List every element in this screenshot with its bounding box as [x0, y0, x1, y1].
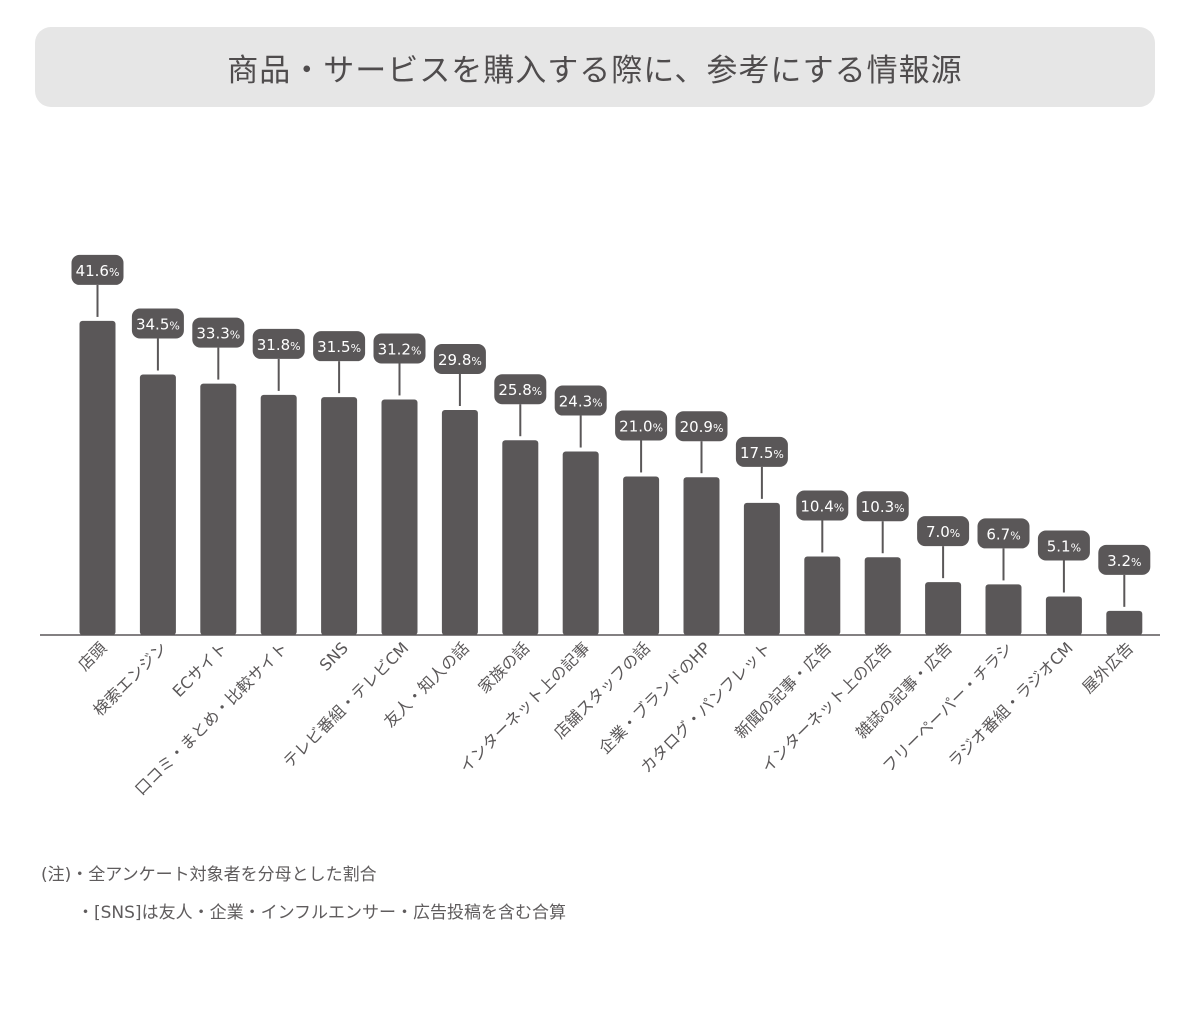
value-label: 7.0%: [926, 523, 960, 541]
category-label: ラジオ番組・ラジオCM: [944, 638, 1076, 770]
value-label: 41.6%: [76, 262, 120, 280]
category-label: SNS: [316, 638, 352, 674]
value-label-box: [615, 410, 668, 441]
value-label-box: [796, 490, 849, 521]
bar: [683, 477, 720, 635]
value-label-box: [192, 317, 245, 348]
value-label: 31.2%: [378, 340, 422, 358]
value-label-box: [373, 333, 426, 364]
category-label: 屋外広告: [1078, 638, 1137, 697]
bar: [139, 374, 176, 635]
footnote-1: (注)・全アンケート対象者を分母とした割合: [41, 865, 377, 885]
chart-title: 商品・サービスを購入する際に、参考にする情報源: [227, 52, 963, 89]
value-label-box: [131, 308, 184, 339]
bar: [321, 397, 358, 635]
bar: [623, 476, 660, 635]
bar: [79, 320, 116, 635]
value-label: 34.5%: [136, 316, 180, 334]
bar: [200, 383, 237, 635]
value-label: 6.7%: [986, 525, 1020, 543]
value-label: 31.8%: [257, 336, 301, 354]
bar: [1106, 610, 1143, 635]
value-label-box: [1037, 530, 1090, 561]
bar: [502, 440, 539, 635]
bar: [864, 557, 901, 635]
bar: [381, 399, 418, 635]
value-label: 24.3%: [559, 393, 603, 411]
value-label-box: [675, 411, 728, 442]
value-label-box: [1098, 544, 1151, 575]
footnote-2: ・[SNS]は友人・企業・インフルエンサー・広告投稿を含む合算: [77, 903, 567, 923]
value-label: 10.3%: [861, 498, 905, 516]
value-label-box: [71, 254, 124, 285]
bar: [804, 556, 841, 635]
bar: [925, 582, 962, 635]
chart-title-box: 商品・サービスを購入する際に、参考にする情報源: [35, 27, 1155, 107]
bar-chart: 41.6%店頭34.5%検索エンジン33.3%ECサイト31.8%口コミ・まとめ…: [40, 254, 1160, 799]
value-label: 10.4%: [800, 497, 844, 515]
value-label-box: [917, 516, 970, 547]
category-label: 店頭: [74, 638, 110, 674]
value-label: 5.1%: [1047, 537, 1081, 555]
bar: [1045, 596, 1082, 635]
category-label: 企業・ブランドのHP: [595, 638, 715, 758]
bar: [562, 451, 599, 635]
value-label-box: [554, 385, 607, 416]
category-label: 家族の話: [474, 638, 533, 697]
value-label: 33.3%: [196, 325, 240, 343]
value-label: 3.2%: [1107, 552, 1141, 570]
category-label: ECサイト: [169, 638, 231, 700]
value-label: 25.8%: [498, 381, 542, 399]
bar: [441, 410, 478, 635]
value-label-box: [252, 328, 305, 359]
value-label: 17.5%: [740, 444, 784, 462]
value-label: 20.9%: [680, 418, 724, 436]
value-label: 29.8%: [438, 351, 482, 369]
value-label-box: [433, 344, 486, 375]
value-label-box: [856, 491, 909, 522]
bar: [743, 502, 780, 635]
value-label: 21.0%: [619, 417, 663, 435]
value-label-box: [313, 331, 366, 362]
bar: [985, 584, 1022, 635]
value-label-box: [977, 518, 1030, 549]
value-label: 31.5%: [317, 338, 361, 356]
bar: [260, 394, 297, 635]
value-label-box: [735, 436, 788, 467]
value-label-box: [494, 374, 547, 405]
